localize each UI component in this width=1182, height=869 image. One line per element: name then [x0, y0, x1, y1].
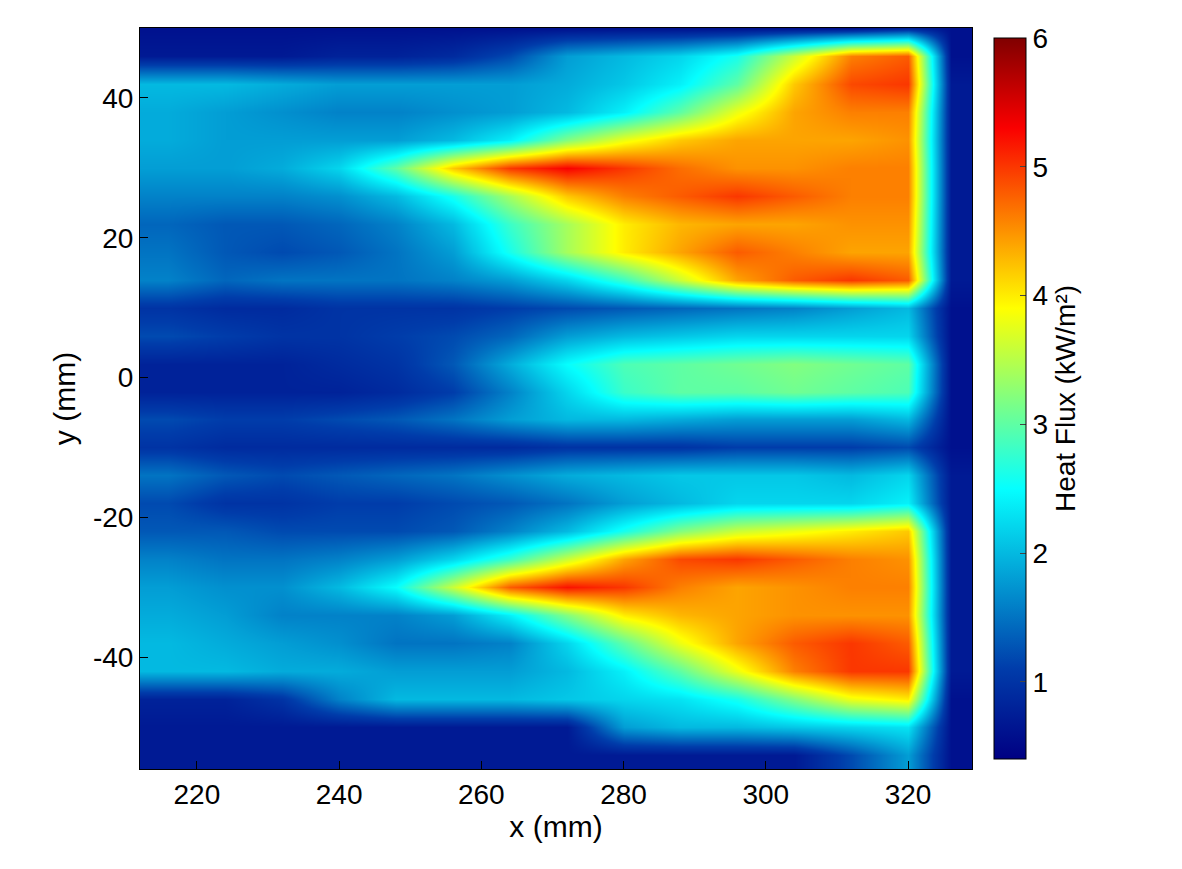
svg-text:260: 260 — [458, 779, 505, 810]
svg-text:300: 300 — [742, 779, 789, 810]
svg-text:Heat Flux (kW/m²): Heat Flux (kW/m²) — [1050, 285, 1081, 512]
svg-text:280: 280 — [600, 779, 647, 810]
svg-text:2: 2 — [1033, 538, 1049, 569]
svg-text:6: 6 — [1033, 23, 1049, 54]
svg-text:220: 220 — [174, 779, 221, 810]
svg-text:240: 240 — [316, 779, 363, 810]
svg-text:40: 40 — [102, 83, 133, 114]
svg-text:y (mm): y (mm) — [48, 352, 81, 445]
svg-text:3: 3 — [1033, 409, 1049, 440]
svg-text:-40: -40 — [93, 642, 133, 673]
svg-text:20: 20 — [102, 223, 133, 254]
svg-text:320: 320 — [885, 779, 932, 810]
svg-text:5: 5 — [1033, 152, 1049, 183]
svg-text:x (mm): x (mm) — [509, 810, 602, 843]
svg-text:-20: -20 — [93, 502, 133, 533]
svg-text:0: 0 — [118, 362, 134, 393]
svg-text:4: 4 — [1033, 280, 1049, 311]
svg-text:1: 1 — [1033, 667, 1049, 698]
